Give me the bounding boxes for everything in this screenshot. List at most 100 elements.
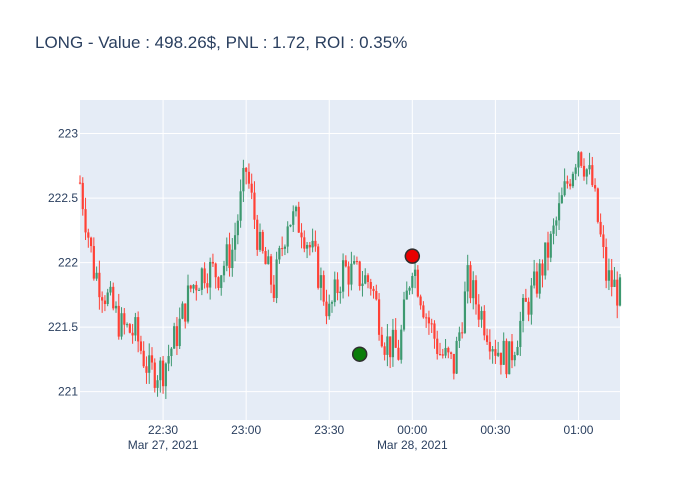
candle-body	[353, 261, 356, 264]
x-tick-label: 23:00	[231, 423, 261, 437]
candle	[375, 284, 378, 301]
candle-body	[474, 280, 478, 305]
candle	[364, 268, 367, 285]
candle	[275, 251, 278, 304]
x-tick-date-label: Mar 28, 2021	[377, 438, 448, 452]
candle	[239, 179, 242, 228]
candle-body	[325, 301, 328, 317]
candle-body	[206, 283, 209, 288]
candle-body	[477, 304, 480, 320]
candle-body	[236, 220, 239, 236]
candle-body	[347, 266, 350, 285]
candle-body	[419, 296, 422, 306]
candle-body	[264, 251, 267, 265]
candle	[308, 241, 311, 256]
candle-body	[247, 171, 251, 184]
candle-body	[339, 291, 342, 294]
candle	[106, 288, 109, 307]
chart-title: LONG - Value : 498.26$, PNL : 1.72, ROI …	[35, 33, 408, 52]
candle	[580, 151, 583, 168]
candle	[574, 163, 577, 181]
candle-body	[328, 303, 331, 317]
candle	[472, 271, 475, 310]
candle-body	[95, 272, 98, 279]
candle-body	[557, 203, 561, 221]
candle-body	[541, 263, 544, 276]
candle	[436, 330, 439, 360]
candle	[112, 282, 115, 311]
candle-body	[341, 260, 345, 292]
candle-body	[452, 353, 455, 374]
candle	[419, 294, 422, 310]
candle	[148, 343, 151, 384]
candle	[463, 281, 467, 335]
candle-body	[430, 323, 433, 325]
candle	[123, 308, 126, 335]
candle-body	[497, 352, 500, 356]
candle	[602, 225, 605, 259]
candle	[184, 303, 187, 329]
exit-marker[interactable]	[404, 248, 421, 264]
candle-body	[582, 165, 586, 177]
candle-body	[458, 332, 461, 341]
candle-body	[444, 347, 447, 356]
candle	[477, 294, 480, 328]
candle	[330, 300, 334, 313]
candle	[413, 262, 417, 289]
candle	[225, 237, 228, 272]
candle-body	[571, 173, 575, 187]
candle	[150, 347, 154, 370]
candle-body	[585, 169, 588, 177]
candle	[510, 334, 514, 369]
candle-body	[402, 299, 406, 330]
candle	[250, 173, 253, 200]
candle-body	[400, 329, 403, 360]
candle	[341, 253, 345, 299]
candle	[427, 310, 431, 335]
candle	[328, 294, 331, 320]
candle	[516, 340, 519, 356]
candle	[319, 267, 323, 301]
candle	[402, 291, 406, 332]
candle	[134, 312, 137, 342]
candle	[599, 213, 602, 237]
candle-body	[530, 285, 533, 315]
candle-body	[546, 242, 550, 258]
candle-body	[142, 350, 145, 367]
candle	[137, 311, 140, 353]
candle	[181, 301, 184, 320]
x-tick-label: 00:00	[397, 423, 427, 437]
candle-body	[311, 240, 314, 248]
candle-body	[521, 297, 525, 321]
candle-body	[383, 346, 386, 355]
candle-body	[449, 352, 453, 354]
candle	[289, 224, 292, 228]
candle	[494, 339, 497, 365]
candle	[383, 342, 386, 361]
candle	[524, 288, 527, 302]
candle-body	[372, 288, 375, 292]
candle	[411, 272, 414, 295]
candle-body	[596, 188, 599, 222]
candle	[469, 261, 472, 304]
candle-body	[366, 275, 370, 282]
candle-body	[394, 329, 397, 348]
candle-body	[203, 268, 206, 284]
candle-body	[580, 152, 583, 166]
entry-marker[interactable]	[351, 346, 368, 362]
candle-body	[294, 206, 298, 212]
candle-body	[516, 346, 519, 356]
candle	[605, 238, 608, 289]
candle	[84, 197, 87, 240]
candle-body	[375, 291, 378, 300]
candle-body	[485, 335, 489, 342]
candle	[566, 175, 569, 189]
candle	[430, 318, 433, 334]
candle-body	[242, 167, 245, 192]
candle-body	[292, 211, 295, 225]
candle	[231, 238, 234, 277]
candle	[258, 223, 262, 252]
candle	[156, 375, 159, 397]
candle-body	[483, 310, 486, 336]
